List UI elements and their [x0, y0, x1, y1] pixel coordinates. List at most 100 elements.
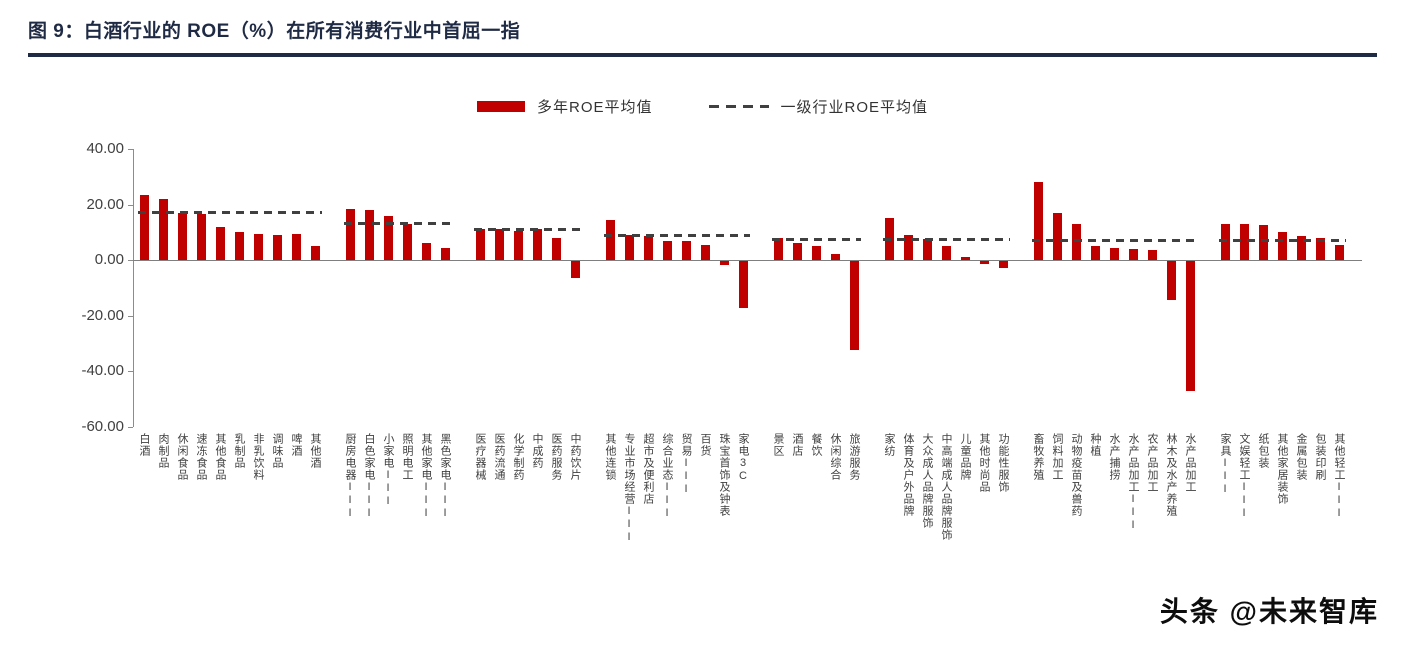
bar	[254, 233, 263, 260]
bar	[1259, 225, 1268, 260]
x-axis-category-label: 乳制品	[233, 433, 245, 469]
bar	[831, 254, 840, 260]
group-avg-dashed-line	[344, 222, 452, 226]
bar	[216, 226, 225, 260]
legend-label-bar-series: 多年ROE平均值	[536, 99, 653, 116]
x-axis-category-label: 旅游服务	[848, 433, 860, 481]
bar	[1129, 248, 1138, 260]
x-axis-category-label: 医药服务	[550, 433, 562, 481]
bar	[1297, 236, 1306, 260]
x-axis-category-label: 其他时尚品	[978, 433, 990, 493]
bar	[1278, 232, 1287, 260]
x-axis-category-label: 餐饮	[810, 433, 822, 457]
y-axis-tick-mark	[128, 315, 133, 317]
x-axis-category-label: 体育及户外品牌	[902, 433, 914, 517]
bar	[403, 223, 412, 260]
x-axis-category-label: 农产品加工	[1146, 433, 1158, 493]
bar	[159, 198, 168, 260]
group-avg-dashed-line	[604, 233, 750, 237]
x-axis-category-label: 金属包装	[1295, 433, 1307, 481]
bar	[1034, 182, 1043, 260]
x-axis-category-label: 饲料加工	[1051, 433, 1063, 481]
x-axis-category-label: 文娱轻工III	[1238, 433, 1250, 520]
bar	[793, 243, 802, 260]
x-axis-category-label: 休闲食品	[176, 433, 188, 481]
group-avg-dashed-line	[772, 237, 861, 241]
bar	[682, 240, 691, 260]
x-axis-category-label: 医疗器械	[474, 433, 486, 481]
group-avg-dashed-line	[883, 237, 1010, 241]
y-axis-tick-label: 20.00	[86, 195, 124, 213]
bar	[812, 246, 821, 260]
bar	[140, 194, 149, 260]
x-axis-category-label: 家纺	[883, 433, 895, 457]
bar	[606, 219, 615, 260]
bar	[422, 243, 431, 260]
x-axis-category-label: 专业市场经营III	[623, 433, 635, 544]
bar	[942, 246, 951, 260]
x-axis-category-label: 水产品加工	[1184, 433, 1196, 493]
x-axis-category-label: 中高端成人品牌服饰	[940, 433, 952, 541]
x-axis-category-label: 功能性服饰	[997, 433, 1009, 493]
x-axis-category-label: 照明电工	[401, 433, 413, 481]
group-avg-dashed-line	[1219, 239, 1346, 243]
bar	[904, 235, 913, 260]
bar	[1167, 261, 1176, 300]
x-axis-category-label: 其他酒	[309, 433, 321, 469]
x-axis-category-label: 大众成人品牌服饰	[921, 433, 933, 529]
x-axis-category-label: 啤酒	[290, 433, 302, 457]
y-axis-tick-label: -60.00	[81, 417, 124, 435]
bar	[384, 215, 393, 260]
bar	[720, 261, 729, 266]
bar	[850, 261, 859, 350]
bar	[1335, 244, 1344, 260]
x-axis-category-label: 休闲综合	[829, 433, 841, 481]
bar	[273, 235, 282, 260]
x-axis-category-label: 家具III	[1219, 433, 1231, 496]
y-axis-tick-mark	[128, 371, 133, 372]
bar	[441, 247, 450, 260]
x-axis-category-label: 医药流通	[493, 433, 505, 481]
bar	[1091, 246, 1100, 260]
legend-label-avg-line: 一级行业ROE平均值	[780, 99, 929, 116]
bar	[346, 208, 355, 260]
bar	[1148, 250, 1157, 260]
x-axis-category-label: 白色家电III	[363, 433, 375, 520]
y-axis-tick-label: -40.00	[81, 362, 124, 379]
x-axis-category-label: 儿童品牌	[959, 433, 971, 481]
x-axis-category-label: 化学制药	[512, 433, 524, 481]
bar	[999, 261, 1008, 268]
x-axis-category-label: 纸包装	[1257, 433, 1269, 469]
x-axis-category-label: 白酒	[138, 433, 150, 457]
x-axis-category-label: 其他连锁	[604, 433, 616, 481]
x-axis-category-label: 贸易III	[680, 433, 692, 496]
bar	[644, 236, 653, 260]
bar	[235, 232, 244, 260]
x-axis-category-label: 家电3C	[737, 433, 749, 483]
x-axis-category-label: 林木及水产养殖	[1165, 433, 1177, 517]
bar	[571, 261, 580, 278]
y-axis-tick-mark	[128, 149, 133, 150]
x-axis-category-label: 非乳饮料	[252, 433, 264, 481]
x-axis-zero-line	[133, 260, 1362, 261]
x-axis-category-label: 黑色家电III	[439, 433, 451, 520]
bar	[197, 214, 206, 260]
bar	[311, 246, 320, 260]
y-axis-tick-label: 40.00	[86, 140, 124, 157]
x-axis-category-label: 其他家居装饰	[1276, 433, 1288, 505]
group-avg-dashed-line	[138, 211, 322, 215]
bar	[365, 210, 374, 260]
x-axis-category-label: 调味品	[271, 433, 283, 469]
x-axis-category-label: 水产捕捞	[1108, 433, 1120, 481]
bar	[961, 257, 970, 260]
x-axis-category-label: 速冻食品	[195, 433, 207, 481]
bar	[514, 230, 523, 260]
x-axis-category-label: 种植	[1089, 433, 1101, 457]
y-axis-tick-label: 0.00	[94, 251, 124, 268]
chart-legend: 多年ROE平均值 一级行业ROE平均值	[0, 96, 1405, 117]
legend-item-bar-series: 多年ROE平均值	[476, 96, 653, 117]
bar	[476, 229, 485, 260]
x-axis-category-label: 动物疫苗及兽药	[1070, 433, 1082, 517]
x-axis-category-label: 景区	[772, 433, 784, 457]
